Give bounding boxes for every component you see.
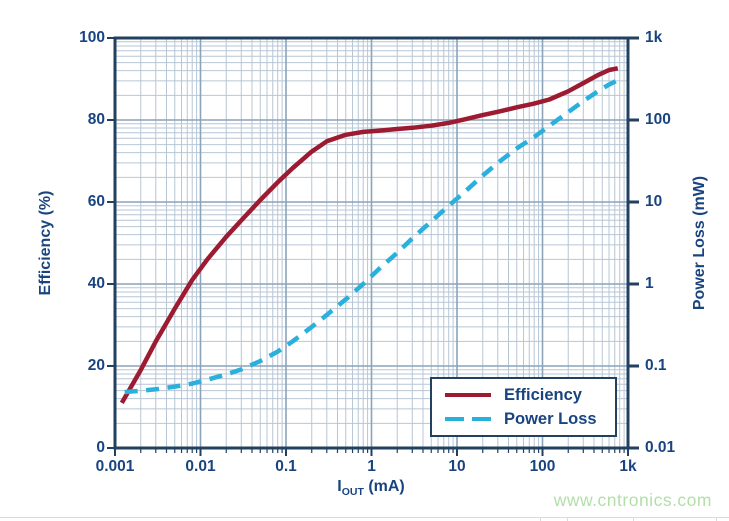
legend: Efficiency Power Loss [430, 377, 617, 437]
power-loss-line-sample [445, 416, 491, 422]
x-tick-label: 0.1 [275, 458, 297, 475]
page-rule-stub [716, 517, 717, 521]
x-axis-symbol: I [337, 478, 342, 495]
y-left-tick-label: 60 [87, 193, 105, 210]
x-tick-label: 0.001 [95, 458, 135, 475]
legend-item-efficiency: Efficiency [445, 387, 615, 404]
x-tick-label: 1k [619, 458, 637, 475]
y-right-tick-label: 1 [645, 275, 654, 292]
y-left-tick-label: 100 [79, 29, 105, 46]
y-left-tick-label: 40 [87, 275, 105, 292]
y-axis-title-right-text: Power Loss (mW) [691, 175, 708, 311]
watermark: www.cntronics.com [553, 490, 712, 510]
y-right-tick-label: 1k [645, 29, 663, 46]
page-rule [0, 517, 729, 518]
y-right-tick-label: 100 [645, 111, 671, 128]
curve-power-loss [124, 75, 624, 395]
y-left-tick-label: 0 [96, 439, 105, 456]
legend-label-power-loss: Power Loss [504, 409, 597, 428]
x-tick-label: 0.01 [185, 458, 216, 475]
legend-label-efficiency: Efficiency [504, 385, 582, 404]
y-right-tick-label: 0.1 [645, 357, 667, 374]
efficiency-line-sample [445, 392, 491, 398]
x-tick-label: 10 [448, 458, 466, 475]
y-left-tick-label: 20 [87, 357, 105, 374]
y-right-tick-label: 0.01 [645, 439, 676, 456]
x-axis-unit: (mA) [363, 478, 405, 495]
legend-item-power-loss: Power Loss [445, 411, 615, 428]
x-tick-label: 1 [367, 458, 376, 475]
page-rule-stub [633, 517, 634, 521]
x-axis-subscript: OUT [341, 486, 364, 499]
page-rule-stub [567, 517, 568, 521]
y-right-tick-label: 10 [645, 193, 663, 210]
x-tick-label: 100 [529, 458, 556, 475]
curve-efficiency [119, 66, 619, 405]
y-left-tick-label: 80 [87, 111, 105, 128]
page-rule-stub [540, 517, 541, 521]
x-axis-title: IOUT (mA) [337, 478, 405, 498]
